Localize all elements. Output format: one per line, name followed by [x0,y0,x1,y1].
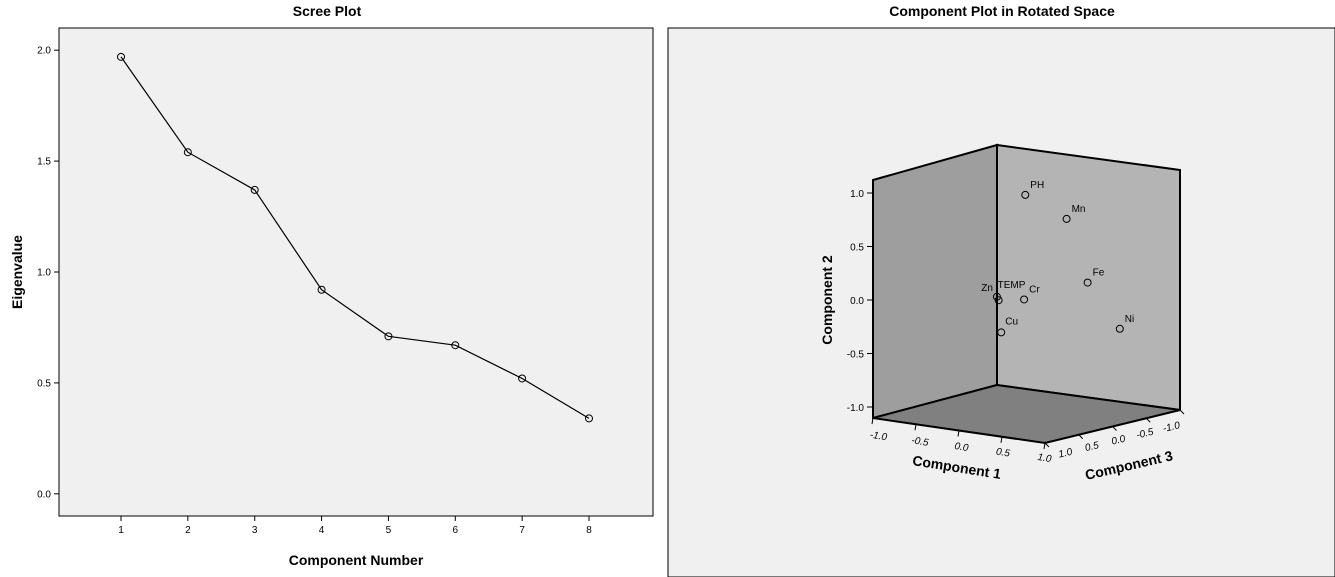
component-3-tick-label: -1.0 [1162,420,1182,435]
component-1-tick [1043,442,1046,450]
scree-y-axis-title: Eigenvalue [9,235,25,309]
scree-x-tick-label: 8 [586,525,592,536]
scree-point [183,148,192,157]
scree-line [120,56,590,419]
component-point-label: Mn [1072,204,1086,215]
component-3-tick [1078,434,1084,440]
component-back-wall [996,143,1181,412]
component-point-label: PH [1030,180,1044,191]
component-1-tick [871,417,874,425]
component-1-tick-label: -1.0 [869,430,888,444]
component-2-tick-label: 0.5 [850,243,864,254]
scree-x-tick-label: 2 [185,525,191,536]
scree-x-axis: 1 2 3 4 5 6 7 8 [118,516,592,536]
scree-x-tick-label: 7 [519,525,525,536]
component-1-axis: -1.0 -0.5 0.0 0.5 1.0 [869,417,1053,465]
component-1-tick-label: 1.0 [1037,452,1053,465]
component-point-label: Zn [981,283,993,294]
scree-y-tick-label: 2.0 [37,46,51,57]
component-3-tick [1145,417,1151,423]
scree-x-tick-label: 5 [386,525,392,536]
component-3-tick [1044,442,1050,448]
component-point-fe [1083,278,1092,287]
component-plot: Component Plot in Rotated Space 1.0 0.5 0.… [667,3,1335,577]
component-1-tick [1000,436,1003,443]
component-3-axis: 1.0 0.5 0.0 -0.5 -1.0 [1044,409,1185,461]
component-point-mn [1062,214,1071,223]
component-point-label: Cr [1029,284,1040,295]
component-point-ph [1021,190,1030,199]
component-3-tick-label: 0.0 [1110,434,1126,448]
scree-point [117,52,125,61]
component-1-tick-label: 0.0 [954,441,970,454]
scree-y-tick-label: 0.0 [37,489,51,500]
component-1-tick-label: 0.5 [995,447,1011,460]
scree-x-tick-label: 6 [453,525,459,536]
component-2-tick-label: -1.0 [847,403,865,414]
component-point-label: Cu [1005,316,1018,327]
scree-point [451,341,460,350]
component-2-tick-label: 1.0 [850,189,864,200]
scree-x-tick-label: 1 [118,525,124,536]
component-3-tick [1179,409,1185,415]
component-3-tick-label: -0.5 [1135,427,1155,442]
component-point-label: Ni [1125,314,1134,325]
component-2-axis-title: Component 2 [819,255,835,345]
scree-x-axis-title: Component Number [289,552,424,568]
scree-point [518,374,527,383]
component-1-tick-label: -0.5 [911,435,930,449]
scree-point [384,332,393,341]
component-point-temp [994,296,1003,305]
scree-x-tick-label: 3 [252,525,258,536]
scree-plot-title: Scree Plot [293,3,362,19]
component-point-label: TEMP [998,280,1026,291]
component-1-tick [957,430,960,437]
scree-point [317,285,326,294]
scree-y-tick-label: 1.5 [37,157,51,168]
component-point-cu [997,328,1006,337]
scree-y-tick-label: 1.0 [37,268,51,279]
component-point-cr [1020,295,1029,304]
component-3-tick [1112,426,1117,431]
component-point-ni [1115,324,1124,333]
component-plot-title: Component Plot in Rotated Space [889,3,1115,19]
scree-plot: Scree Plot 0.0 0.5 1.0 1.5 2.0 1 2 3 4 5 6 7 8 Comp… [9,3,654,568]
component-points: PH Mn Fe Ni Zn TEMP Cr Cu [981,180,1134,337]
component-point-label: Fe [1093,268,1105,279]
component-left-wall [872,143,998,420]
scree-point [250,185,259,194]
scree-x-tick-label: 4 [319,525,325,536]
scree-y-tick-label: 0.5 [37,378,51,389]
scree-y-axis: 0.0 0.5 1.0 1.5 2.0 [37,46,59,500]
component-3-tick-label: 0.5 [1084,440,1100,454]
component-3-tick-label: 1.0 [1057,447,1073,461]
component-2-axis: 1.0 0.5 0.0 -0.5 -1.0 [847,189,873,414]
component-1-tick [914,424,917,431]
component-2-tick-label: -0.5 [847,350,865,361]
scree-plot-area [58,27,654,517]
scree-point [585,414,593,423]
scree-points [117,52,593,423]
component-2-tick-label: 0.0 [850,296,864,307]
